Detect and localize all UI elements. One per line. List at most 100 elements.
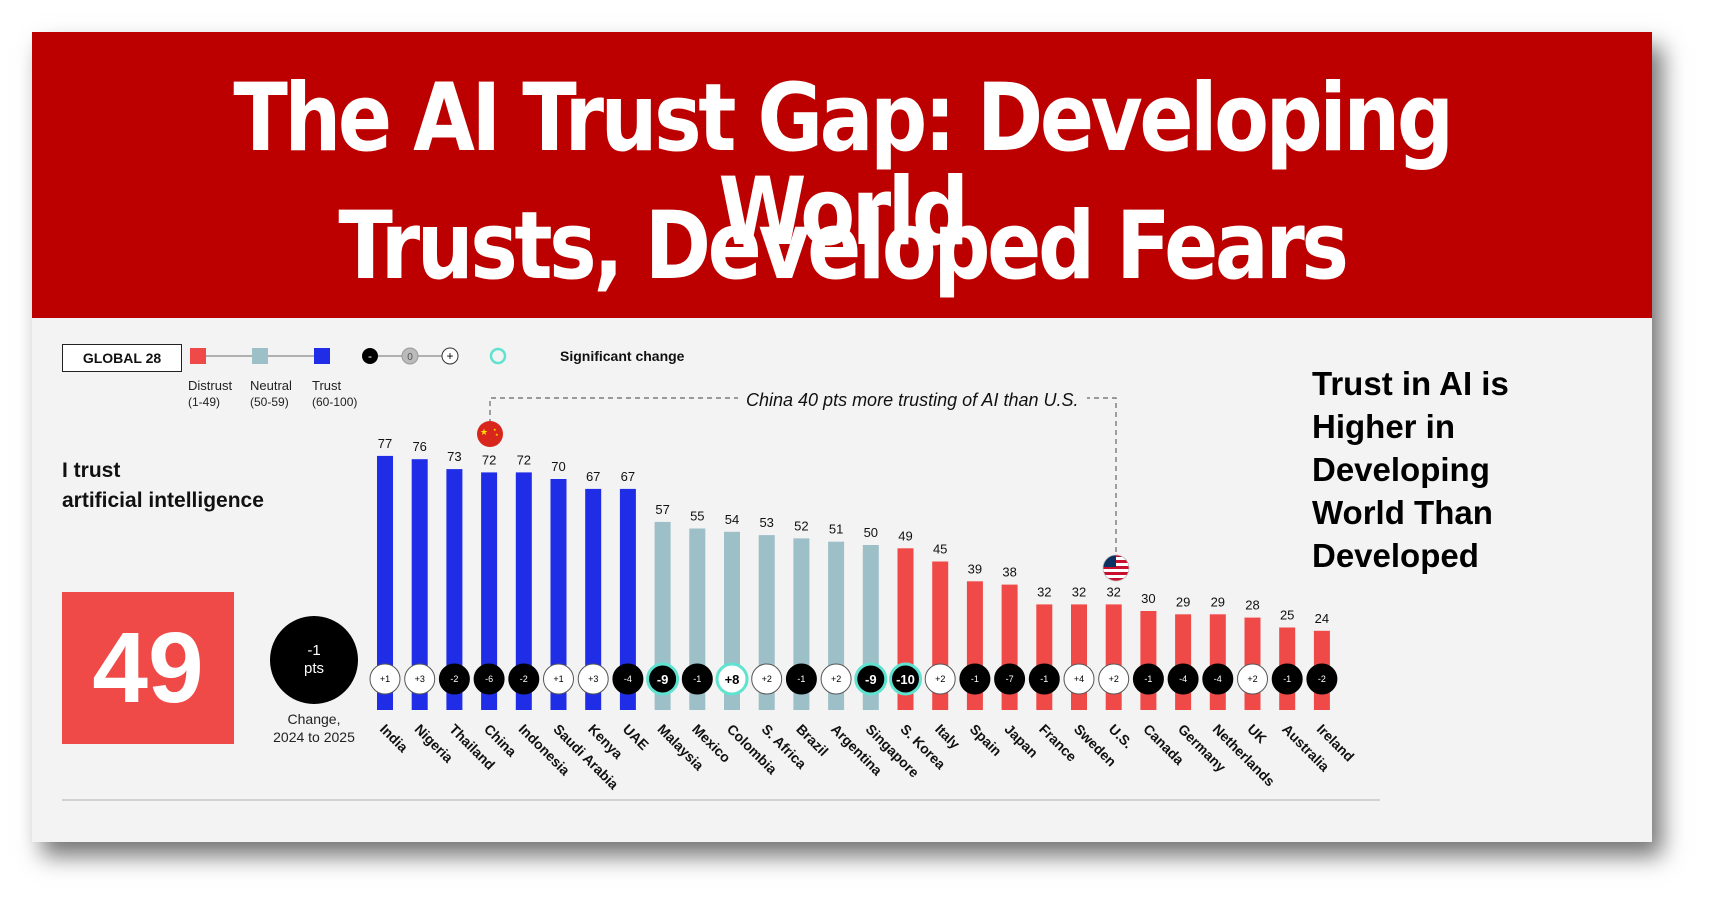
change-badge — [994, 663, 1026, 695]
us-flag-icon — [1102, 554, 1130, 582]
change-label: +3 — [588, 674, 598, 684]
legend-neutral: Neutral (50-59) — [250, 378, 292, 410]
scale-zero-text: 0 — [407, 352, 413, 363]
legend-trust-label: Trust — [312, 378, 342, 393]
scale-plus-text: + — [446, 349, 453, 363]
change-label: -9 — [865, 672, 877, 687]
change-badge — [751, 663, 783, 695]
value-label: 24 — [1315, 611, 1329, 626]
change-badge — [1028, 663, 1060, 695]
change-badge — [508, 663, 540, 695]
change-label: -7 — [1006, 674, 1014, 684]
bar — [550, 479, 567, 710]
caption-line: Change, — [287, 711, 341, 727]
global-change-badge: -1 pts — [270, 616, 358, 704]
change-badge — [1098, 663, 1130, 695]
legend-neutral-swatch — [252, 348, 268, 364]
change-label: +3 — [415, 674, 425, 684]
change-label: +1 — [553, 674, 563, 684]
value-label: 72 — [517, 452, 531, 467]
change-label: -2 — [520, 674, 528, 684]
value-label: 32 — [1072, 584, 1086, 599]
bar — [1175, 614, 1192, 710]
change-badge — [854, 662, 888, 696]
change-badge — [889, 662, 922, 696]
legend-distrust: Distrust (1-49) — [188, 378, 232, 410]
change-badge — [473, 663, 505, 695]
scale-minus-icon — [362, 348, 378, 364]
bar — [515, 472, 532, 710]
change-label: -1 — [1040, 674, 1048, 684]
side-note: Trust in AI is Higher in Developing Worl… — [1312, 362, 1632, 577]
change-label: -1 — [1144, 674, 1152, 684]
value-label: 28 — [1245, 598, 1259, 613]
bar — [619, 488, 636, 710]
value-label: 32 — [1106, 584, 1120, 599]
svg-text:★: ★ — [495, 432, 499, 437]
value-label: 57 — [655, 502, 669, 517]
change-label: +2 — [935, 674, 945, 684]
change-badge — [1237, 663, 1268, 695]
side-note-line: Developed — [1312, 537, 1479, 574]
svg-text:★: ★ — [493, 427, 497, 432]
legend-trust-swatch — [314, 348, 330, 364]
change-label: +2 — [1109, 674, 1119, 684]
title-line-2: Trusts, Developed Fears — [338, 192, 1349, 301]
bar — [377, 455, 393, 710]
legend-neutral-label: Neutral — [250, 378, 292, 393]
side-note-line: Developing — [1312, 451, 1490, 488]
metric-label: I trust artificial intelligence — [62, 456, 264, 516]
significant-change-label: Significant change — [560, 348, 685, 364]
side-note-line: Higher in — [1312, 408, 1456, 445]
change-label: -10 — [896, 672, 915, 687]
change-badge — [404, 663, 436, 695]
annotation-text: China 40 pts more trusting of AI than U.… — [738, 390, 1087, 411]
value-label: 67 — [621, 469, 635, 484]
value-label: 29 — [1176, 594, 1190, 609]
scale-zero-icon — [401, 347, 419, 365]
category-label: U.S. — [1106, 721, 1137, 752]
value-label: 54 — [725, 512, 739, 527]
change-label: -1 — [797, 674, 805, 684]
change-badge — [1202, 663, 1234, 695]
change-badge — [612, 663, 644, 695]
change-badge — [1306, 663, 1338, 695]
significant-change-icon — [489, 347, 507, 365]
value-label: 73 — [447, 449, 461, 464]
trust-bar-chart: - 0 + 77+1India76+3Nigeria73-2Thailand72… — [62, 347, 1380, 801]
value-label: 53 — [759, 515, 773, 530]
change-badge — [438, 663, 470, 695]
value-label: 77 — [378, 436, 392, 451]
bar — [1140, 611, 1157, 710]
change-badge — [785, 663, 817, 695]
value-label: 52 — [794, 518, 808, 533]
scale-plus-icon — [441, 347, 459, 365]
category-label: Japan — [1001, 721, 1041, 761]
change-label: +1 — [380, 674, 390, 684]
change-label: -1 — [971, 674, 979, 684]
value-label: 29 — [1211, 594, 1225, 609]
change-badge — [1167, 663, 1199, 695]
change-badge — [543, 663, 574, 695]
change-badge — [577, 663, 609, 695]
global-badge: GLOBAL 28 — [62, 344, 182, 372]
category-label: India — [377, 721, 412, 756]
category-label: Italy — [932, 721, 963, 752]
change-badge — [959, 663, 991, 695]
bar — [446, 469, 463, 710]
bar — [585, 488, 602, 710]
change-label: -9 — [657, 672, 669, 687]
value-label: 32 — [1037, 584, 1051, 599]
infographic-card: The AI Trust Gap: Developing World Trust… — [32, 32, 1652, 842]
legend-trust-range: (60-100) — [312, 395, 358, 409]
legend-trust: Trust (60-100) — [312, 378, 357, 410]
change-badge — [681, 663, 713, 695]
bar — [654, 521, 671, 710]
value-label: 76 — [412, 439, 426, 454]
global-change-caption: Change, 2024 to 2025 — [254, 710, 374, 746]
change-badge — [1063, 663, 1095, 695]
value-label: 70 — [551, 459, 565, 474]
category-label: Spain — [967, 721, 1005, 759]
category-label: France — [1036, 721, 1080, 765]
change-label: +8 — [725, 672, 740, 687]
